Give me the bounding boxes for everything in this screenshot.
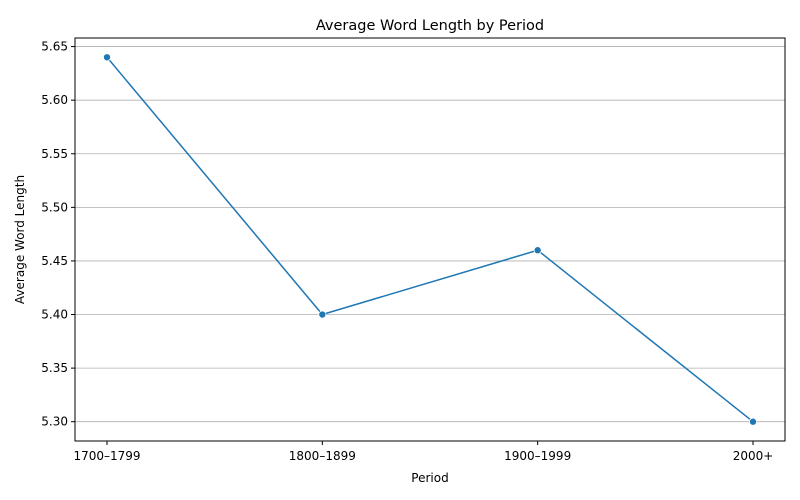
series-line bbox=[106, 56, 754, 423]
y-axis-label: Average Word Length bbox=[13, 175, 27, 304]
plot-area-frame bbox=[74, 37, 786, 442]
x-tick-label: 1900–1999 bbox=[504, 449, 571, 463]
x-axis: 1700–1799 1800–1899 1900–1999 2000+ bbox=[73, 441, 773, 463]
data-point-marker bbox=[103, 53, 112, 62]
y-tick-label: 5.50 bbox=[41, 200, 68, 214]
chart-title: Average Word Length by Period bbox=[316, 18, 544, 34]
x-tick-label: 1700–1799 bbox=[73, 449, 140, 463]
y-gridlines bbox=[75, 46, 785, 423]
y-axis: 5.30 5.35 5.40 5.45 5.50 5.55 5.60 5.65 bbox=[41, 40, 75, 429]
data-point-marker bbox=[533, 246, 542, 255]
y-tick-label: 5.65 bbox=[41, 40, 68, 54]
y-tick-label: 5.55 bbox=[41, 147, 68, 161]
series-group bbox=[103, 53, 758, 426]
y-tick-label: 5.40 bbox=[41, 308, 68, 322]
y-tick-label: 5.35 bbox=[41, 361, 68, 375]
x-axis-label: Period bbox=[411, 471, 448, 485]
data-point-marker bbox=[749, 417, 758, 426]
data-point-marker bbox=[318, 310, 327, 319]
x-tick-label: 2000+ bbox=[733, 449, 774, 463]
x-tick-label: 1800–1899 bbox=[289, 449, 356, 463]
y-tick-label: 5.60 bbox=[41, 93, 68, 107]
y-tick-label: 5.30 bbox=[41, 415, 68, 429]
y-tick-label: 5.45 bbox=[41, 254, 68, 268]
